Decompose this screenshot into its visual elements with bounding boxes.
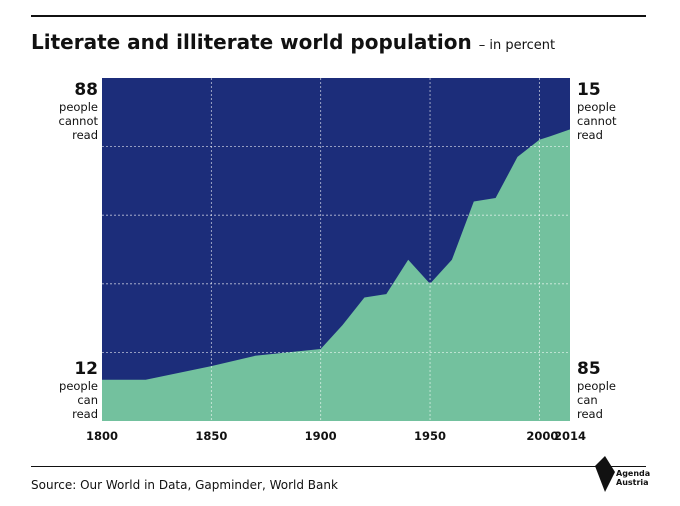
right-bottom-line1: people: [577, 379, 616, 393]
x-tick-label: 2000: [526, 429, 558, 443]
right-top-line1: people: [577, 100, 616, 114]
bottom-rule: [31, 466, 646, 467]
logo-text: Agenda Austria: [616, 469, 650, 487]
x-tick-label: 1850: [195, 429, 227, 443]
right-top-line3: read: [577, 128, 603, 142]
right-top-value: 15: [577, 80, 601, 100]
left-bottom-line3: read: [72, 407, 98, 421]
x-tick-label: 1950: [414, 429, 446, 443]
left-top-value: 88: [74, 80, 98, 100]
left-top-line2: cannot: [58, 114, 99, 128]
series-literate-area: [102, 129, 570, 421]
left-top-label: 88 people cannot read: [46, 80, 99, 142]
right-top-label: 15 people cannot read: [577, 80, 637, 142]
right-bottom-value: 85: [577, 359, 601, 379]
left-top-line1: people: [59, 100, 98, 114]
chart-title: Literate and illiterate world population…: [31, 30, 555, 54]
title-text: Literate and illiterate world population: [31, 30, 472, 54]
source-note: Source: Our World in Data, Gapminder, Wo…: [31, 478, 338, 492]
x-tick-label: 2014: [554, 429, 586, 443]
left-top-line3: read: [72, 128, 98, 142]
right-bottom-label: 85 people can read: [577, 359, 637, 421]
left-bottom-label: 12 people can read: [46, 359, 98, 421]
chart-subtitle: – in percent: [478, 38, 556, 53]
logo-line1: Agenda: [616, 469, 651, 478]
top-rule: [31, 15, 646, 17]
plot-area: [102, 78, 570, 421]
right-top-line2: cannot: [577, 114, 617, 128]
logo-line2: Austria: [616, 478, 649, 487]
right-bottom-line2: can: [577, 393, 598, 407]
left-bottom-line2: can: [77, 393, 98, 407]
x-tick-label: 1900: [305, 429, 337, 443]
agenda-austria-logo-icon: [595, 456, 615, 492]
right-bottom-line3: read: [577, 407, 603, 421]
left-bottom-value: 12: [74, 359, 98, 379]
x-tick-label: 1800: [86, 429, 118, 443]
left-bottom-line1: people: [59, 379, 98, 393]
